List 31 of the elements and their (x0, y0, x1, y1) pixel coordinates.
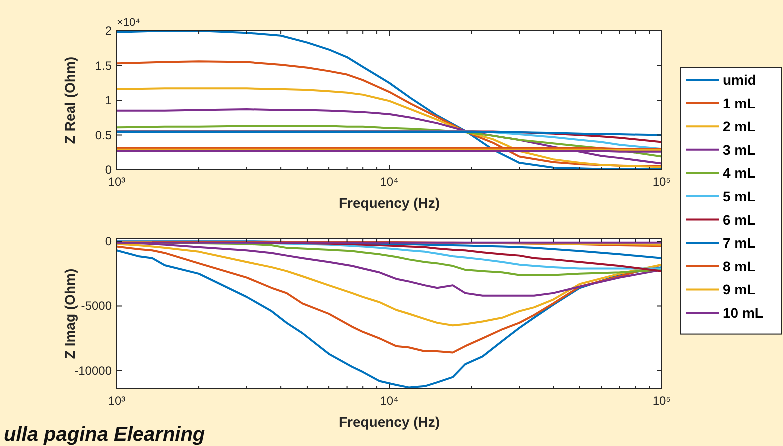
x-tick-label: 10³ (108, 394, 126, 408)
legend-label: 3 mL (723, 142, 756, 158)
legend-label: 7 mL (723, 235, 756, 252)
x-tick-label: 10⁵ (652, 175, 672, 189)
y-tick-label: 2 (105, 24, 112, 38)
legend-label: 5 mL (723, 188, 756, 204)
y-tick-label: 0 (105, 234, 112, 249)
text: ×10⁴ (117, 17, 141, 29)
x-tick-label: 10⁴ (380, 175, 399, 189)
legend-label: umid (723, 72, 756, 88)
legend-label: 10 mL (723, 305, 764, 321)
legend-label: 9 mL (723, 282, 756, 298)
y-tick-label: 0 (105, 163, 112, 177)
y-axis-title: Z Imag (Ohm) (62, 268, 78, 360)
x-tick-label: 10⁵ (652, 394, 672, 408)
y-tick-label: -5000 (81, 299, 112, 314)
legend-label: 8 mL (723, 258, 756, 274)
legend-label: 4 mL (723, 165, 756, 182)
y-axis-title: Z Real (Ohm) (62, 56, 78, 144)
legend-label: 6 mL (723, 212, 756, 228)
legend-label: 2 mL (723, 118, 756, 135)
x-tick-label: 10³ (108, 175, 126, 189)
legend-label: 1 mL (723, 95, 756, 112)
y-tick-label: -10000 (74, 364, 112, 378)
text: ulla pagina Elearning (4, 424, 206, 446)
x-axis-title: Frequency (Hz) (338, 414, 440, 430)
y-tick-label: 1.5 (95, 58, 112, 73)
x-axis-title: Frequency (Hz) (338, 195, 440, 211)
y-tick-label: 1 (105, 94, 112, 108)
x-tick-label: 10⁴ (380, 394, 399, 408)
y-tick-label: 0.5 (95, 128, 112, 142)
